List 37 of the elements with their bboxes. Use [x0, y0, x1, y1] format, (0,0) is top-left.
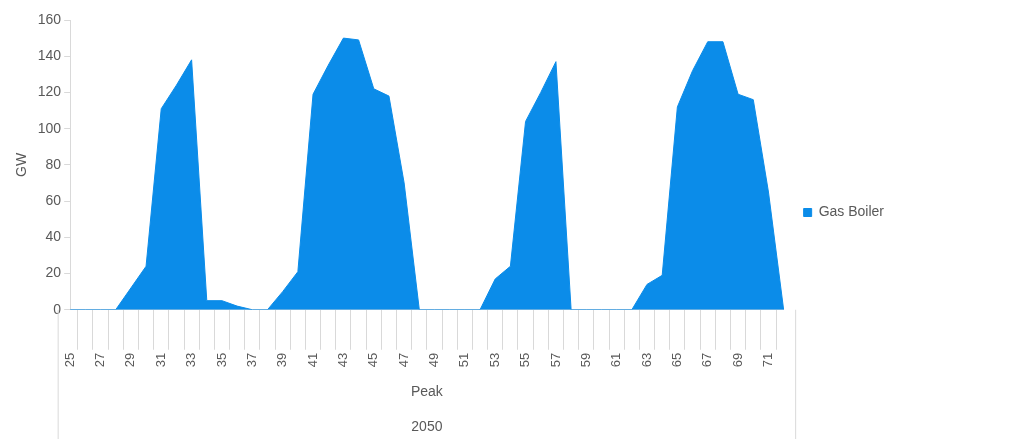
- y-tick-label: 160: [37, 10, 62, 27]
- x-tick-label: 47: [395, 352, 411, 368]
- x-tick-label: 35: [213, 352, 229, 368]
- x-tick-label: 71: [760, 352, 776, 368]
- x-tick-label: 49: [426, 352, 442, 368]
- x-tick-label: 37: [243, 352, 259, 368]
- x-tick-label: 29: [122, 352, 138, 368]
- x-tick-label: 39: [274, 352, 290, 368]
- x-tick-label: 67: [699, 352, 715, 368]
- y-tick-label: 20: [45, 264, 62, 281]
- y-axis-title: GW: [13, 152, 30, 177]
- text: 2050: [411, 417, 443, 434]
- legend-label: Gas Boiler: [818, 203, 885, 220]
- x-tick-label: 55: [517, 352, 533, 368]
- y-tick-label: 120: [37, 83, 62, 100]
- x-tick-label: 69: [729, 352, 745, 368]
- x-tick-label: 41: [304, 352, 320, 368]
- y-tick-label: 80: [45, 155, 62, 172]
- x-tick-label: 25: [61, 352, 77, 368]
- y-tick-label: 0: [53, 300, 62, 317]
- y-tick-label: 60: [45, 191, 62, 208]
- x-tick-label: 53: [486, 352, 502, 368]
- y-tick-label: 100: [37, 119, 62, 136]
- x-tick-label: 65: [668, 352, 684, 368]
- y-tick-label: 40: [45, 228, 62, 245]
- x-tick-label: 27: [92, 352, 108, 368]
- x-tick-label: 63: [638, 352, 654, 368]
- x-tick-label: 57: [547, 352, 563, 368]
- y-tick-label: 140: [37, 47, 62, 64]
- x-tick-label: 51: [456, 352, 472, 368]
- x-tick-label: 59: [577, 352, 593, 368]
- x-tick-label: 45: [365, 352, 381, 368]
- x-tick-label: 33: [183, 352, 199, 368]
- x-tick-label: 31: [152, 352, 168, 368]
- x-tick-label: 43: [334, 352, 350, 368]
- x-tick-label: 61: [608, 352, 624, 368]
- x-axis-title: Peak: [410, 383, 444, 400]
